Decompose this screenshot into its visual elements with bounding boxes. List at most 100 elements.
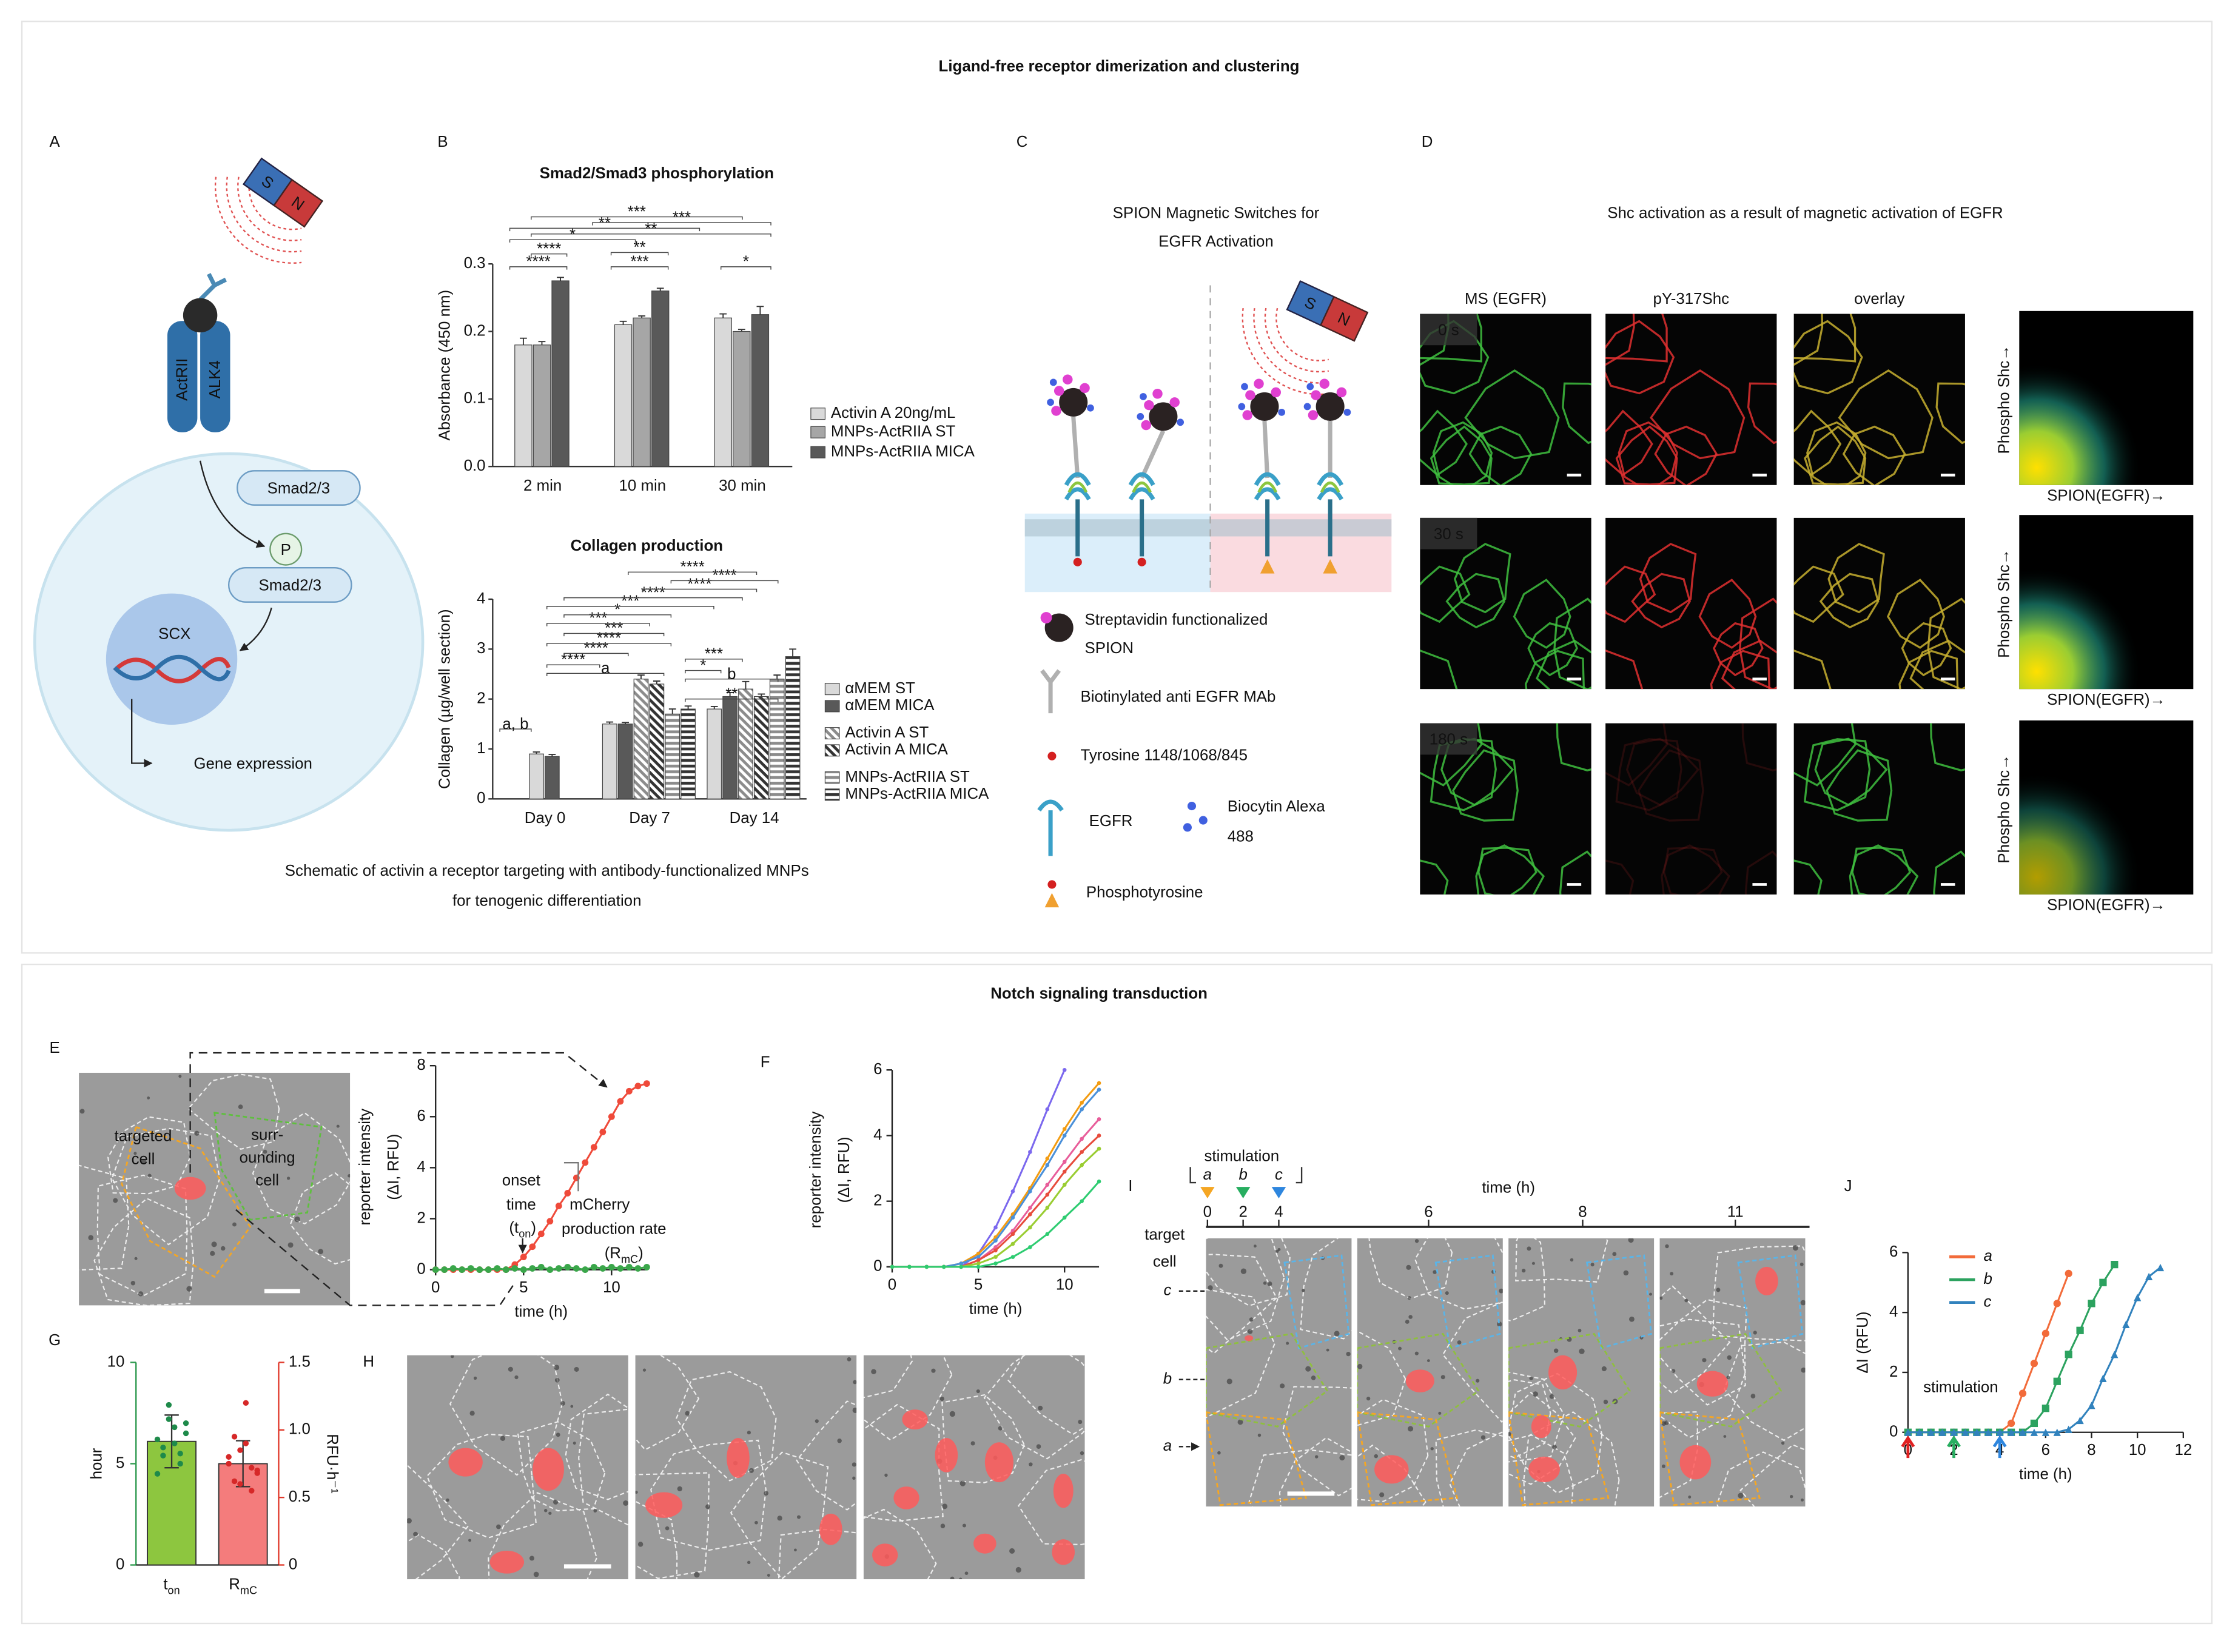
marker (1080, 1107, 1084, 1112)
granule (931, 1368, 936, 1373)
cell-membrane (1605, 859, 1635, 895)
granule (1426, 1359, 1430, 1362)
significance-label: **** (584, 640, 608, 657)
biocytin (1047, 398, 1054, 406)
field-line (1242, 307, 1329, 395)
marker (1028, 1245, 1032, 1249)
y-tick-label: 0 (417, 1260, 425, 1277)
data-point (226, 1460, 232, 1467)
granule (1253, 1244, 1257, 1248)
data-point (249, 1488, 255, 1494)
streptavidin (1152, 389, 1163, 399)
legend-label: Activin A MICA (845, 741, 948, 758)
data-point (237, 1481, 243, 1487)
marker (1045, 1183, 1050, 1187)
nucleus (1374, 1455, 1409, 1484)
cell-outline (1659, 1318, 1746, 1439)
error-bar (742, 680, 750, 690)
granule (1727, 1355, 1732, 1360)
marker (467, 1265, 474, 1272)
bar (614, 324, 633, 467)
granule (130, 1281, 136, 1286)
antibody (1262, 420, 1270, 478)
cell-membrane (1535, 639, 1591, 690)
density (2019, 515, 2194, 690)
legend-label: Phosphotyrosine (1086, 884, 1203, 901)
significance-bracket (546, 623, 650, 626)
y-tick-label: 0 (116, 1556, 124, 1573)
bar (544, 756, 560, 799)
granule (508, 1366, 513, 1372)
granule (665, 1526, 670, 1531)
y-axis-label: (ΔI, RFU) (836, 1137, 853, 1203)
cell-membrane (1464, 369, 1560, 460)
data-point (183, 1420, 189, 1426)
marker (582, 1266, 589, 1273)
connector (235, 1209, 515, 1306)
phosphotyrosine (1323, 559, 1337, 574)
marker (1062, 1215, 1067, 1220)
cell-membrane (1430, 425, 1493, 485)
granule (1781, 1441, 1785, 1445)
text-part: ) (531, 1219, 536, 1236)
x-tick-label: 5 (519, 1279, 528, 1296)
granule (976, 1389, 980, 1394)
nucleus (1052, 1539, 1075, 1565)
error-bar (668, 708, 676, 714)
granule (1649, 1292, 1652, 1296)
granule (211, 1241, 217, 1247)
column-header: overlay (1854, 290, 1904, 307)
cell-membrane (1625, 737, 1700, 807)
cell-membrane (1739, 597, 1777, 690)
granule (1659, 1296, 1663, 1300)
granule (1629, 1316, 1635, 1322)
cell-membrane (1721, 639, 1777, 690)
y-tick-label: 4 (477, 590, 485, 607)
cell-membrane (1445, 572, 1506, 629)
x-tick-label: 10 (2129, 1442, 2146, 1459)
granule (1408, 1426, 1414, 1432)
marker (599, 1265, 607, 1272)
marker (1010, 1189, 1015, 1194)
marker (1950, 1428, 1958, 1436)
cell-membrane (1826, 749, 1893, 822)
x-axis-label: time (h) (514, 1303, 568, 1320)
marker (617, 1098, 624, 1105)
significance-bracket (628, 571, 758, 575)
granule (1499, 1288, 1503, 1294)
cell-membrane (1605, 649, 1644, 690)
cell-membrane (1909, 639, 1965, 690)
arrow (131, 699, 153, 768)
granule (939, 1396, 944, 1402)
frame (21, 21, 2213, 954)
column-header: MS (EGFR) (1465, 290, 1547, 307)
marker (2065, 1351, 2072, 1358)
receptor (200, 321, 230, 432)
legend-label: EGFR (1089, 813, 1133, 830)
cell-label: targeted (115, 1128, 172, 1145)
significance-bracket (546, 664, 600, 668)
bar (218, 1463, 268, 1566)
cell-outline (1279, 1437, 1352, 1507)
nucleus (448, 1448, 483, 1477)
marker (625, 1263, 633, 1271)
biocytin (1343, 408, 1351, 416)
significance-label: ** (599, 215, 611, 232)
egfr (1132, 481, 1152, 493)
cell-outline (1368, 1238, 1453, 1300)
marker (1080, 1163, 1084, 1167)
nanoparticle (183, 298, 218, 333)
nucleus (872, 1543, 898, 1566)
axis-label: Phospho Shc→ (1996, 345, 2013, 454)
granule (1408, 1315, 1413, 1319)
cell-outline (1283, 1254, 1350, 1349)
spion (1250, 392, 1279, 421)
marker (432, 1266, 439, 1273)
granule (1029, 1462, 1033, 1466)
marker (2007, 1419, 2015, 1428)
granule (1277, 1247, 1281, 1251)
granule (1603, 1399, 1608, 1405)
legend-label: MNPs-ActRIIA ST (831, 423, 956, 440)
y-tick-label: 3 (477, 640, 485, 657)
y-tick-label: 10 (107, 1353, 125, 1370)
